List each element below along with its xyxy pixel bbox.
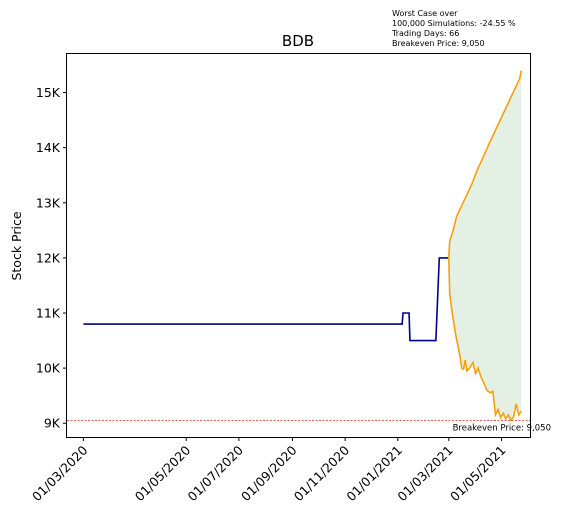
- historical-price-line: [83, 257, 449, 342]
- simulation-band-fill: [448, 70, 522, 421]
- y-tick-label: 12K: [36, 250, 61, 265]
- summary-line-breakeven: Breakeven Price: 9,050: [392, 39, 485, 48]
- simulation-lower-line: [448, 257, 523, 423]
- y-axis-label: Stock Price: [9, 211, 24, 280]
- y-tick-label: 11K: [36, 306, 61, 321]
- plot-layer: Breakeven Price: 9,050: [67, 70, 551, 433]
- summary-line-trading-days: Trading Days: 66: [392, 29, 460, 38]
- simulation-upper-line: [448, 70, 523, 258]
- simulation-summary: Worst Case over 100,000 Simulations: -24…: [392, 9, 516, 49]
- plot-frame: [66, 53, 531, 438]
- summary-line-simulations: 100,000 Simulations: -24.55 %: [392, 19, 516, 28]
- y-tick-label: 15K: [36, 85, 61, 100]
- summary-line-worst-case: Worst Case over: [392, 9, 458, 18]
- y-tick-label: 13K: [36, 195, 61, 210]
- y-axis: 9K 10K 11K 12K 13K 14K 15K: [36, 85, 67, 431]
- chart-title: BDB: [282, 32, 314, 50]
- breakeven-label: Breakeven Price: 9,050: [453, 423, 551, 433]
- y-tick-label: 10K: [36, 361, 61, 376]
- y-tick-label: 9K: [44, 416, 61, 431]
- y-tick-label: 14K: [36, 140, 61, 155]
